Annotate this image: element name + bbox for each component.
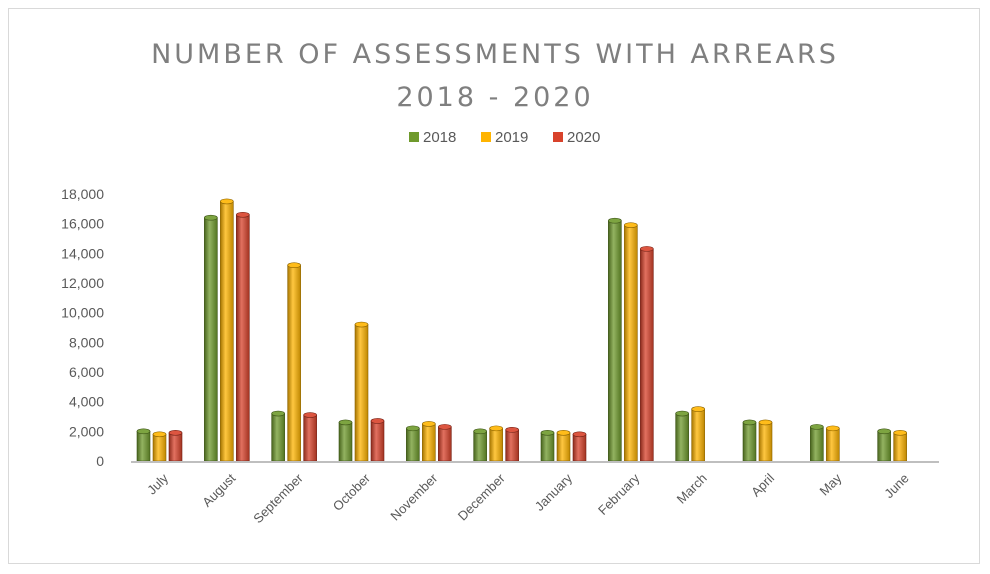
y-axis: 0 2,000 4,000 6,000 8,000 10,000 12,000 14,000 1… <box>61 186 104 469</box>
bar-2019-august <box>220 198 234 462</box>
x-tick-label-june: June <box>881 471 912 502</box>
y-tick-label: 4,000 <box>69 394 104 410</box>
x-axis: July August September October November Decemb… <box>144 470 912 526</box>
bar-2018-march <box>675 410 689 462</box>
y-tick-label: 2,000 <box>69 423 104 439</box>
y-tick-label: 16,000 <box>61 216 104 232</box>
legend-label-2018: 2018 <box>423 129 456 146</box>
bar-2020-february <box>640 246 654 462</box>
x-tick-label-may: May <box>816 470 844 498</box>
chart-title-line2: 2018 - 2020 <box>396 82 593 113</box>
x-tick-label-july: July <box>144 470 171 497</box>
bar-2019-october <box>354 321 369 462</box>
bar-2020-august <box>236 211 250 462</box>
y-tick-label: 18,000 <box>61 186 104 202</box>
bar-2019-september <box>287 262 301 462</box>
bar-2020-november <box>438 424 452 462</box>
x-tick-label-november: November <box>387 470 440 523</box>
y-tick-label: 10,000 <box>61 305 104 321</box>
bar-2018-july <box>136 428 151 462</box>
bar-2018-february <box>608 217 622 462</box>
x-tick-label-february: February <box>595 470 643 518</box>
bar-2020-january <box>572 431 587 462</box>
bar-2018-june <box>877 428 891 462</box>
bar-2019-may <box>826 425 840 462</box>
bar-2020-september <box>303 412 317 462</box>
bar-2018-may <box>810 424 824 462</box>
x-tick-label-august: August <box>199 470 238 509</box>
bar-2018-october <box>338 419 353 462</box>
bar-2019-july <box>152 431 167 462</box>
legend-label-2019: 2019 <box>495 129 528 146</box>
bar-2019-june <box>893 430 907 462</box>
bar-2018-december <box>473 428 487 462</box>
y-tick-label: 12,000 <box>61 275 104 291</box>
x-tick-label-october: October <box>330 470 374 514</box>
bar-2019-december <box>489 425 503 462</box>
bar-2018-november <box>406 425 420 462</box>
bar-2018-september <box>271 410 285 462</box>
bar-2019-january <box>556 430 571 462</box>
bars <box>136 198 907 462</box>
bar-2019-february <box>624 222 638 462</box>
legend-swatch-2020 <box>553 132 563 142</box>
bar-2018-january <box>540 430 555 462</box>
bar-2019-november <box>422 421 436 462</box>
y-tick-label: 8,000 <box>69 334 104 350</box>
bar-chart: NUMBER OF ASSESSMENTS WITH ARREARS 2018 … <box>61 39 939 526</box>
bar-2018-august <box>204 214 218 462</box>
x-tick-label-april: April <box>748 470 777 499</box>
bar-2020-december <box>505 427 519 462</box>
x-tick-label-january: January <box>532 470 576 514</box>
legend: 2018 2019 2020 <box>409 129 600 146</box>
y-tick-label: 14,000 <box>61 245 104 261</box>
bar-2020-july <box>168 430 183 462</box>
x-tick-label-september: September <box>250 470 306 526</box>
bar-2019-april <box>758 419 773 462</box>
legend-swatch-2019 <box>481 132 491 142</box>
bar-2019-march <box>691 406 705 462</box>
bar-2020-october <box>370 418 385 462</box>
y-tick-label: 6,000 <box>69 364 104 380</box>
chart-container: NUMBER OF ASSESSMENTS WITH ARREARS 2018 … <box>8 8 980 564</box>
x-tick-label-december: December <box>455 470 508 523</box>
legend-swatch-2018 <box>409 132 419 142</box>
legend-label-2020: 2020 <box>567 129 600 146</box>
x-tick-label-march: March <box>674 471 710 507</box>
y-tick-label: 0 <box>96 453 104 469</box>
bar-2018-april <box>742 419 757 462</box>
chart-title-line1: NUMBER OF ASSESSMENTS WITH ARREARS <box>151 39 839 70</box>
